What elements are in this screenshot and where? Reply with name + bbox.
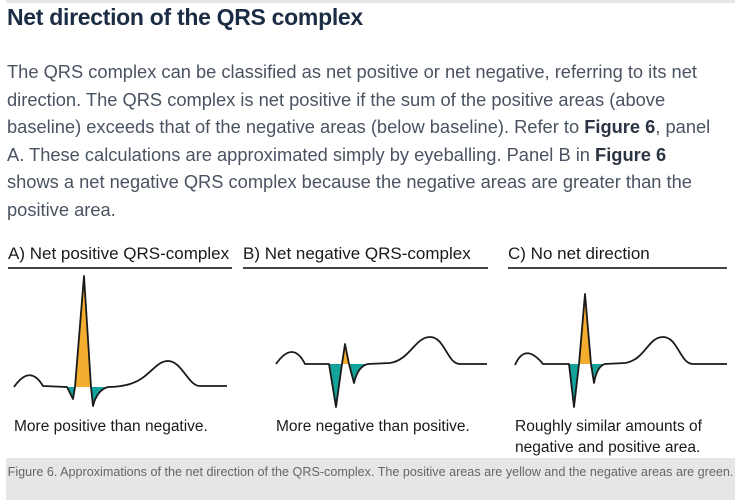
negative-area (349, 364, 368, 383)
ecg-trace (13, 275, 227, 407)
figure-reference-link[interactable]: Figure 6 (584, 116, 656, 138)
panel-c-ecg (514, 293, 727, 408)
panel-a-title: A) Net positive QRS-complex (8, 244, 232, 269)
ecg-trace (275, 336, 487, 408)
text-line: The QRS complex can be classified as net… (7, 61, 697, 82)
positive-area (579, 294, 591, 364)
negative-area (91, 387, 108, 406)
negative-area (329, 364, 342, 407)
text-line: A. These calculations are approximated s… (7, 143, 596, 165)
text-line: positive area. (7, 198, 116, 220)
panel-c-caption: Roughly similar amounts of negative and … (515, 416, 702, 458)
text-line: direction. The QRS complex is net positi… (7, 88, 666, 110)
panel-b-title: B) Net negative QRS-complex (243, 244, 488, 269)
section-heading: Net direction of the QRS complex (7, 4, 363, 30)
figure-reference-link[interactable]: Figure 6 (595, 143, 667, 165)
body-paragraph: The QRS complex can be classified as net… (7, 58, 737, 224)
positive-area (75, 276, 91, 387)
panel-c-title: C) No net direction (508, 244, 727, 269)
panel-a-ecg (13, 275, 227, 407)
text-line: baseline) exceeds that of the negative a… (7, 116, 585, 138)
panel-b-caption: More negative than positive. (276, 418, 470, 435)
panel-b-ecg (275, 336, 487, 408)
negative-area (569, 364, 579, 407)
ecg-figure (13, 275, 727, 408)
figure-caption: Figure 6. Approximations of the net dire… (6, 458, 735, 500)
ecg-trace (514, 293, 727, 408)
text-line: shows a net negative QRS complex because… (7, 171, 692, 193)
text-line: , panel (655, 116, 711, 138)
caption-line: Roughly similar amounts of (515, 418, 702, 435)
panel-a-caption: More positive than negative. (14, 418, 208, 435)
top-divider (6, 0, 735, 3)
caption-line: negative and positive area. (515, 439, 701, 456)
